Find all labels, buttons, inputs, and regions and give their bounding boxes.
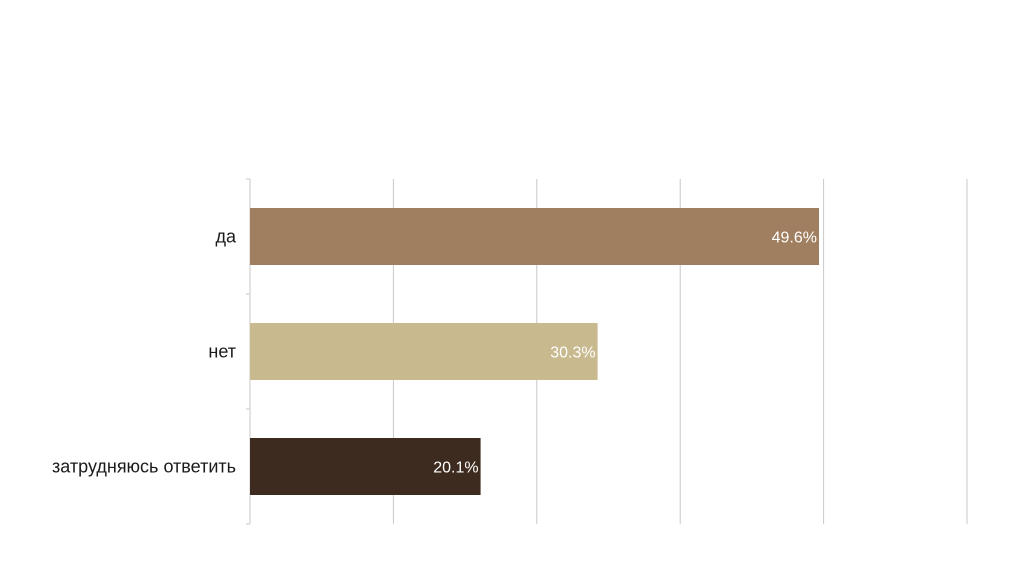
category-label: затрудняюсь ответить — [52, 457, 236, 477]
bar — [250, 323, 598, 380]
data-label: 20.1% — [433, 460, 478, 477]
data-label: 49.6% — [772, 230, 817, 247]
bar — [250, 438, 481, 495]
category-label: да — [215, 227, 237, 247]
data-label: 30.3% — [550, 345, 595, 362]
category-label: нет — [208, 342, 236, 362]
bar — [250, 208, 820, 265]
